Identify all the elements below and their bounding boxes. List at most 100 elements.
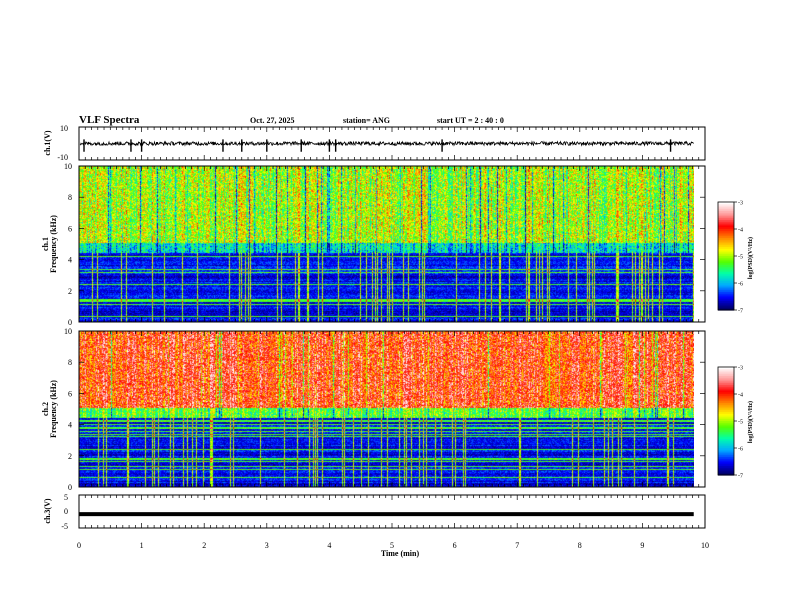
ch2-spectrogram-ylabel-top: ch.2 xyxy=(41,402,50,416)
ch1-colorbar-swatch xyxy=(718,245,734,248)
spectrogram-image xyxy=(79,166,694,322)
ch2-colorbar-swatch xyxy=(718,469,734,472)
ch1-colorbar-swatch xyxy=(718,202,734,205)
ch1-colorbar-swatch xyxy=(718,220,734,223)
ch1-colorbar-swatch xyxy=(718,248,734,252)
ch1-colorbar-swatch xyxy=(718,211,734,214)
ch1-colorbar-swatch xyxy=(718,234,734,237)
ch2-colorbar-swatch xyxy=(718,397,734,400)
ch2-colorbar-swatch xyxy=(718,406,734,409)
ch1-colorbar-swatch xyxy=(718,230,734,234)
ch3-ytick-top: 5 xyxy=(64,493,68,502)
ch2-colorbar-ticklabel: -6 xyxy=(738,447,743,453)
ch2-spectrogram-yticks: 0 2 4 6 8 10 xyxy=(64,327,705,492)
ch1-colorbar-swatch xyxy=(718,268,734,271)
ch2-colorbar-swatch xyxy=(718,471,734,474)
ch2-spec-ytick-label: 6 xyxy=(68,389,72,398)
ch1-colorbar-swatch xyxy=(718,236,734,239)
ch1-spec-ytick-label: 0 xyxy=(68,318,72,327)
ch2-colorbar-swatch xyxy=(718,433,734,436)
ch1-waveform-panel: ch.1(V) 10 -10 xyxy=(43,124,694,162)
ch1-colorbar-swatch xyxy=(718,277,734,280)
ch1-colorbar-swatch xyxy=(718,270,734,273)
ch2-colorbar-swatch xyxy=(718,385,734,388)
ch2-colorbar-swatch xyxy=(718,437,734,440)
ch2-colorbar-swatch xyxy=(718,394,734,397)
ch2-colorbar-swatch xyxy=(718,415,734,418)
ch1-colorbar-swatch xyxy=(718,272,734,275)
ch2-colorbar-swatch xyxy=(718,388,734,391)
ch1-colorbar-swatch xyxy=(718,232,734,235)
ch2-colorbar-swatch xyxy=(718,442,734,445)
ch2-colorbar-swatch xyxy=(718,401,734,404)
ch2-colorbar-swatch xyxy=(718,421,734,424)
ch1-ytick-bottom: -10 xyxy=(57,153,68,162)
ch2-colorbar-swatch xyxy=(718,367,734,370)
time-tick-label-6: 6 xyxy=(453,541,457,550)
ch1-colorbar-swatch xyxy=(718,252,734,255)
ch2-colorbar-swatch xyxy=(718,368,734,372)
ch2-colorbar-swatch xyxy=(718,430,734,433)
time-tick-label-5: 5 xyxy=(390,541,394,550)
ch1-colorbar-swatch xyxy=(718,304,734,307)
figure-title: VLF Spectra xyxy=(79,114,140,126)
time-axis-label: Time (min) xyxy=(381,549,420,558)
ch1-spec-ytick-label: 6 xyxy=(68,224,72,233)
ch2-colorbar-swatch xyxy=(718,424,734,427)
ch2-colorbar: -3 -4 -5 -6 -7 xyxy=(717,366,743,480)
ch1-spectrogram-ylabel-top: ch.1 xyxy=(41,237,50,251)
ch1-colorbar-swatch xyxy=(718,257,734,261)
ch3-waveform-panel: ch.3(V) 5 0 -5 xyxy=(43,493,694,531)
ch1-colorbar-swatch xyxy=(718,207,734,210)
ch1-colorbar-swatch xyxy=(718,250,734,253)
ch2-colorbar-swatch xyxy=(718,404,734,408)
time-tick-label-3: 3 xyxy=(265,541,269,550)
ch2-colorbar-swatch xyxy=(718,386,734,390)
ch1-colorbar-swatch xyxy=(718,218,734,221)
ch1-colorbar-ticklabel: -6 xyxy=(738,282,743,288)
ch2-colorbar-swatch xyxy=(718,399,734,402)
ch1-colorbar-swatch xyxy=(718,203,734,207)
ch1-colorbar-ticklabel: -5 xyxy=(738,255,743,261)
ch2-colorbar-swatch xyxy=(718,395,734,399)
ch1-colorbar-swatch xyxy=(718,223,734,226)
ch2-spectrogram-ylabel: Frequency (kHz) xyxy=(49,380,58,438)
ch2-colorbar-swatch xyxy=(718,435,734,438)
ch2-colorbar-swatch xyxy=(718,422,734,426)
ch1-colorbar-swatch xyxy=(718,216,734,219)
ch2-spec-ytick-label: 4 xyxy=(68,421,72,430)
ch2-colorbar-swatch xyxy=(718,439,734,442)
ch1-waveform-trace xyxy=(79,139,694,152)
ch2-colorbar-swatch xyxy=(718,390,734,393)
time-tick-label-8: 8 xyxy=(578,541,582,550)
ch1-colorbar-swatch xyxy=(718,297,734,300)
ch1-colorbar-swatch xyxy=(718,301,734,304)
time-tick-label-7: 7 xyxy=(515,541,519,550)
ch2-colorbar-swatch xyxy=(718,376,734,379)
ch1-colorbar-swatch xyxy=(718,229,734,232)
ch1-colorbar-swatch xyxy=(718,308,734,311)
ch2-colorbar-swatch xyxy=(718,467,734,471)
time-tick-label-1: 1 xyxy=(140,541,144,550)
ch2-colorbar-swatch xyxy=(718,466,734,469)
ch1-colorbar-label: log(PSD)(V²/Hz) xyxy=(747,237,754,279)
ch1-colorbar-swatch xyxy=(718,292,734,295)
ch2-colorbar-swatch xyxy=(718,381,734,384)
time-axis-ticklabels: 0 1 2 3 4 5 6 7 8 9 10 xyxy=(77,541,709,550)
ch2-colorbar-swatch xyxy=(718,419,734,422)
ch1-colorbar-swatch xyxy=(718,214,734,217)
ch2-colorbar-swatch xyxy=(718,462,734,465)
time-tick-label-10: 10 xyxy=(701,541,709,550)
ch2-colorbar-swatch xyxy=(718,453,734,456)
spectrogram-image xyxy=(79,331,694,487)
ch1-ytick-top: 10 xyxy=(60,124,68,133)
ch1-colorbar-swatch xyxy=(718,293,734,297)
ch2-colorbar-swatch xyxy=(718,379,734,382)
ch1-colorbar-swatch xyxy=(718,225,734,228)
ch2-colorbar-ticklabel: -7 xyxy=(738,474,743,480)
ch2-colorbar-swatch xyxy=(718,408,734,411)
ch2-spectrogram-heatmap xyxy=(79,331,694,487)
ch1-colorbar-swatch xyxy=(718,266,734,270)
